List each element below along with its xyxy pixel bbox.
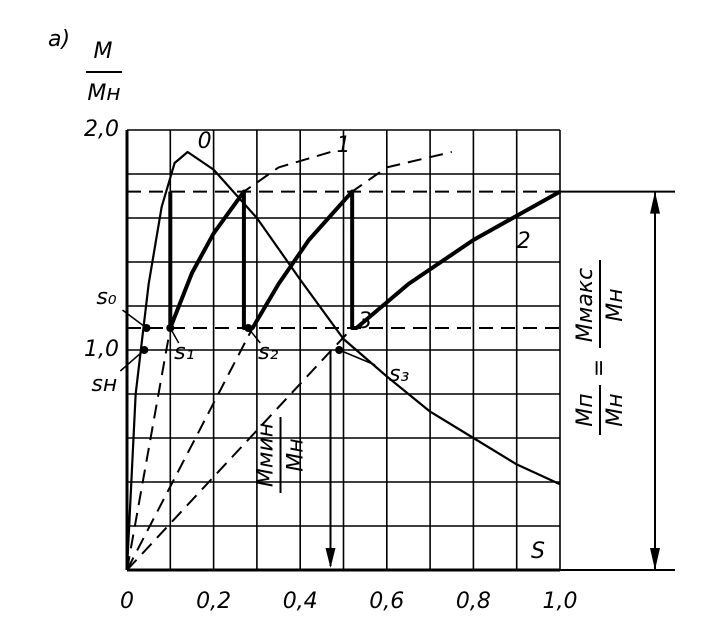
panel-label: а) — [48, 27, 70, 52]
curve — [125, 150, 561, 571]
leader — [119, 349, 145, 372]
y-tick-label: 1,0 — [84, 337, 119, 362]
x-tick-label: 0 — [120, 589, 134, 614]
curve-label: 3 — [358, 309, 372, 334]
min-label-num: Mмин — [254, 423, 279, 487]
max-eq: = — [587, 359, 612, 377]
arrowhead — [650, 548, 660, 570]
x-tick-label: 0,2 — [196, 589, 231, 614]
point-label: s₃ — [389, 362, 409, 387]
arrowhead — [325, 548, 336, 568]
point-label: s₁ — [174, 340, 194, 365]
point-label: s₀ — [96, 285, 116, 310]
curve-label: 2 — [517, 229, 531, 254]
leader — [338, 349, 376, 366]
max-lhs-num: Mп — [573, 393, 598, 426]
x-label: S — [531, 539, 545, 564]
min-label-den: Mн — [284, 438, 309, 471]
max-rhs-num: Mмакс — [573, 268, 598, 342]
point-label: sн — [91, 372, 117, 397]
curve-label: 0 — [198, 129, 212, 154]
point-label: s₂ — [258, 340, 278, 365]
curve — [126, 151, 452, 571]
min-label: Mмин Mн — [254, 417, 309, 493]
y-tick-label: 2,0 — [84, 117, 119, 142]
max-rhs-den: Mн — [603, 288, 628, 321]
arrowhead — [650, 191, 660, 214]
x-tick-label: 1,0 — [543, 589, 578, 614]
x-tick-label: 0,4 — [283, 589, 318, 614]
leader — [122, 309, 147, 329]
curve — [126, 327, 353, 571]
max-lhs-den: Mн — [603, 393, 628, 426]
curve-label: 1 — [337, 133, 351, 158]
max-label: Mп Mн=Mмакс Mн — [573, 260, 628, 435]
x-tick-label: 0,8 — [456, 589, 491, 614]
y-label: Mн — [87, 81, 120, 106]
leader — [247, 327, 261, 344]
x-tick-label: 0,6 — [369, 589, 404, 614]
leader — [169, 327, 180, 344]
y-label: M — [94, 39, 113, 64]
